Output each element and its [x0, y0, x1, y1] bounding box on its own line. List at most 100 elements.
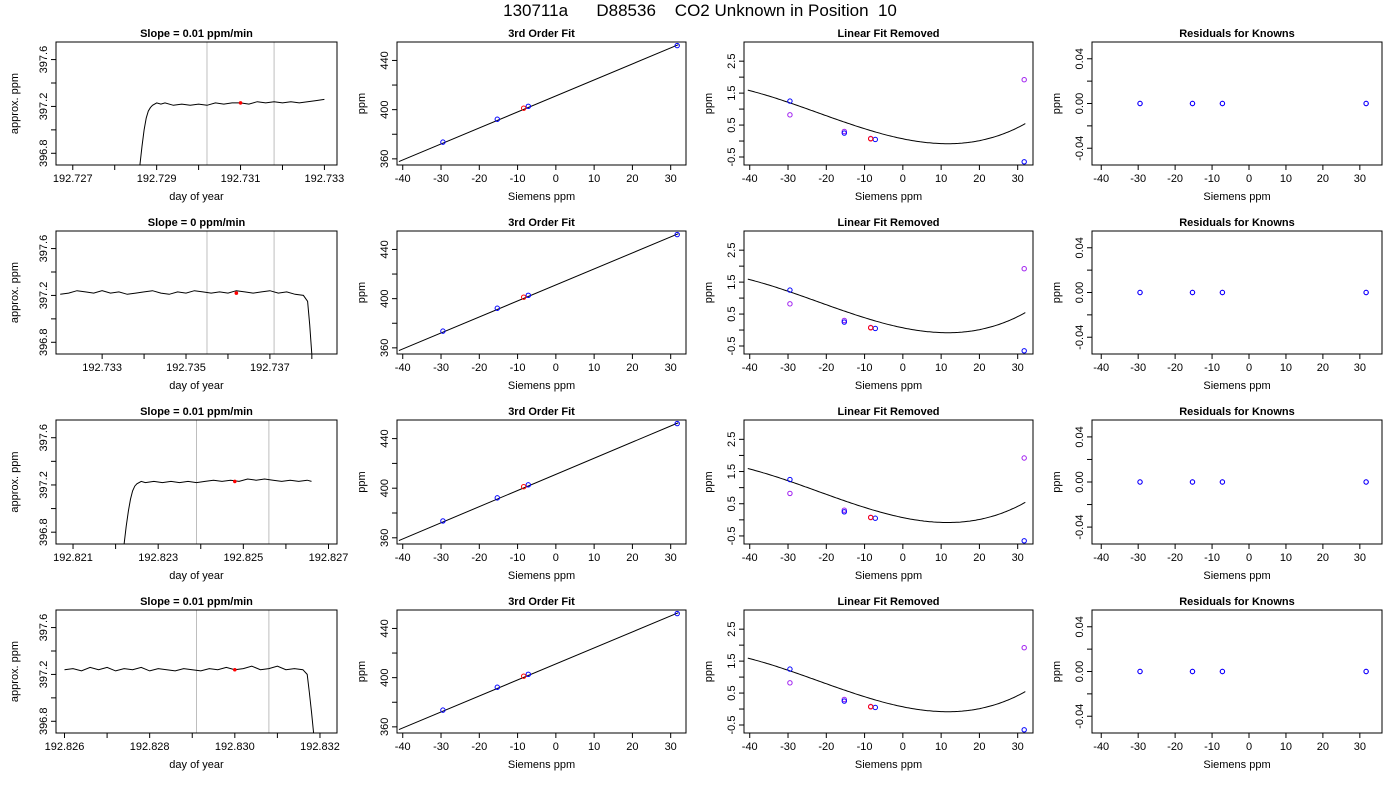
x-tick-label: -20 [818, 741, 834, 753]
panel-title: Slope = 0.01 ppm/min [140, 596, 253, 608]
x-tick-label: 20 [973, 173, 985, 185]
r1-known-plot-area [1137, 100, 1369, 107]
x-tick-label: 10 [1280, 173, 1292, 185]
x-tick-label: 30 [1354, 552, 1366, 564]
blue-point [1219, 479, 1226, 485]
x-tick-label: 192.827 [309, 552, 349, 564]
panel-title: Linear Fit Removed [837, 596, 939, 608]
y-tick-label: -0.04 [1074, 136, 1086, 161]
y-tick-label: 440 [379, 240, 391, 258]
panel-title: Slope = 0 ppm/min [148, 217, 246, 229]
y-tick-label: 0.5 [726, 685, 738, 700]
x-tick-label: 192.821 [53, 552, 93, 564]
x-tick-label: 192.735 [166, 362, 206, 374]
sample-marker [234, 291, 239, 295]
y-tick-label: 0.00 [1074, 661, 1086, 682]
x-tick-label: -20 [818, 552, 834, 564]
y-tick-label: 0.04 [1074, 48, 1086, 69]
x-tick-label: 20 [626, 362, 638, 374]
y-tick-label: -0.5 [726, 148, 738, 167]
blue-point [525, 292, 531, 299]
plot-frame [743, 230, 1034, 355]
blue-point [872, 704, 878, 711]
y-tick-label: 0.00 [1074, 93, 1086, 114]
y-tick-label: 397.2 [38, 661, 50, 689]
y-tick-label: 2.5 [726, 243, 738, 258]
r1-fit-plot-area [398, 42, 680, 163]
r3-fit-plot-area [398, 420, 680, 541]
blue-point [841, 319, 847, 325]
sample-marker [238, 101, 243, 105]
y-tick-label: -0.04 [1074, 515, 1086, 540]
x-tick-label: -10 [1204, 552, 1220, 564]
y-axis-label: ppm [356, 93, 368, 114]
x-tick-label: 192.731 [221, 173, 261, 185]
trace-line [60, 290, 313, 354]
y-tick-label: 397.6 [38, 424, 50, 452]
x-tick-label: 192.830 [215, 741, 255, 753]
purple-point [841, 317, 847, 324]
y-tick-label: 400 [379, 668, 391, 686]
residual-curve [747, 468, 1026, 523]
x-tick-label: 30 [1354, 741, 1366, 753]
y-tick-label: 400 [379, 289, 391, 307]
red-point [521, 105, 527, 111]
x-tick-label: -40 [1093, 362, 1109, 374]
x-tick-label: -30 [780, 552, 796, 564]
blue-point [787, 287, 793, 293]
x-axis-label: Siemens ppm [508, 759, 575, 771]
r2-trace-panel: Slope = 0 ppm/min 192.733 192.735 192.737 39… [9, 217, 338, 392]
purple-point [841, 696, 847, 703]
y-tick-label: 2.5 [726, 432, 738, 447]
x-tick-label: -20 [1167, 173, 1183, 185]
blue-point [674, 42, 680, 49]
panel-title: Linear Fit Removed [837, 406, 939, 418]
x-tick-label: -20 [471, 362, 487, 374]
plot-frame [396, 419, 687, 545]
r4-resid-plot-area [747, 644, 1027, 733]
x-tick-label: -20 [471, 552, 487, 564]
red-point [521, 484, 527, 490]
blue-point [525, 103, 531, 110]
blue-point [1021, 159, 1027, 165]
purple-point [1021, 455, 1027, 461]
blue-point [1189, 668, 1196, 675]
y-tick-label: 440 [379, 51, 391, 69]
y-tick-label: 0.5 [726, 117, 738, 132]
x-tick-label: -40 [742, 362, 758, 374]
x-tick-label: -30 [433, 741, 449, 753]
plot-frame [1091, 609, 1383, 734]
y-tick-label: 360 [379, 150, 391, 168]
x-tick-label: 10 [588, 741, 600, 753]
blue-point [1189, 100, 1196, 107]
x-tick-label: -30 [780, 741, 796, 753]
r3-trace-panel: Slope = 0.01 ppm/min 192.821 192.823 192.82… [9, 406, 348, 582]
y-tick-label: 396.8 [38, 140, 50, 168]
x-tick-label: 10 [588, 552, 600, 564]
x-tick-label: -40 [1093, 173, 1109, 185]
plot-frame [55, 419, 338, 545]
y-tick-label: 1.5 [726, 653, 738, 668]
r4-known-panel: Residuals for Knowns -40 -30 -20 -10 0 10 20 30 -… [1051, 596, 1383, 771]
x-tick-label: -20 [818, 362, 834, 374]
y-tick-label: 397.2 [38, 93, 50, 121]
x-tick-label: -20 [471, 741, 487, 753]
x-tick-label: 0 [553, 552, 559, 564]
x-axis-label: Siemens ppm [508, 570, 575, 582]
x-tick-label: 10 [1280, 362, 1292, 374]
x-tick-label: -30 [1130, 173, 1146, 185]
x-tick-label: 0 [553, 741, 559, 753]
red-point [521, 673, 527, 679]
r1-resid-panel: Linear Fit Removed -40 -30 -20 -10 0 10 20 30 -0.… [703, 28, 1034, 203]
x-tick-label: 20 [1317, 362, 1329, 374]
panel-title: Residuals for Knowns [1179, 217, 1295, 229]
y-tick-label: 0.00 [1074, 471, 1086, 492]
x-tick-label: 10 [935, 173, 947, 185]
x-tick-label: 0 [900, 741, 906, 753]
r1-resid-plot-area [747, 76, 1027, 165]
r2-resid-panel: Linear Fit Removed -40 -30 -20 -10 0 10 20 30 -0.… [703, 217, 1034, 392]
x-tick-label: 20 [973, 741, 985, 753]
x-tick-label: -20 [1167, 552, 1183, 564]
blue-point [494, 116, 500, 122]
x-tick-label: 192.737 [250, 362, 290, 374]
